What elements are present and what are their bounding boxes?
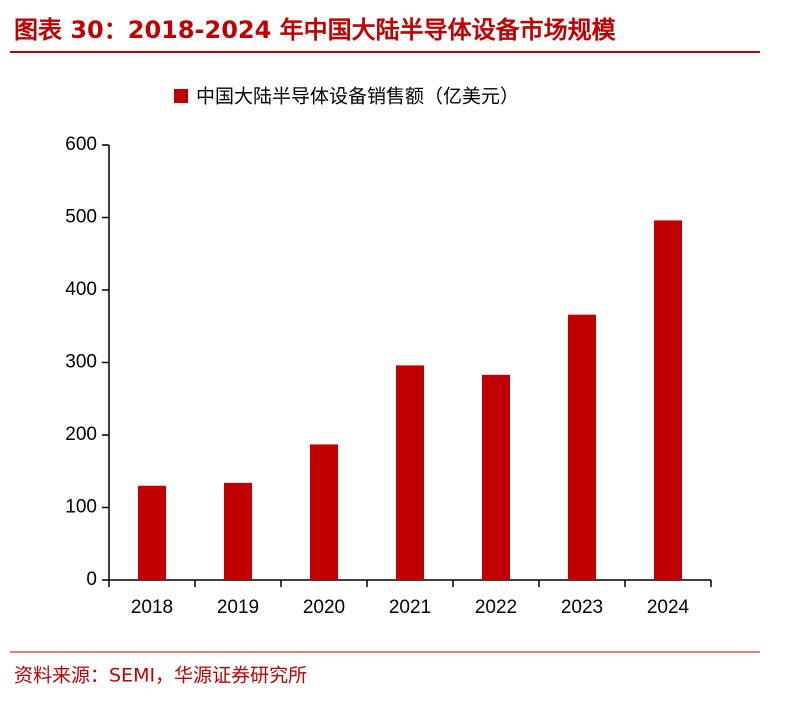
y-tick-label: 600	[65, 134, 97, 155]
bar	[568, 314, 596, 580]
y-tick-label: 100	[65, 497, 97, 518]
y-tick-label: 400	[65, 279, 97, 300]
x-tick-label: 2018	[131, 597, 173, 618]
bar	[396, 365, 424, 580]
bar	[138, 485, 166, 580]
bar	[224, 482, 252, 580]
y-tick-label: 500	[65, 207, 97, 228]
y-tick-label: 200	[65, 424, 97, 445]
x-tick-label: 2023	[561, 597, 603, 618]
page-title: 图表 30：2018-2024 年中国大陆半导体设备市场规模	[14, 16, 617, 44]
y-tick-label: 0	[86, 569, 97, 590]
x-tick-label: 2022	[475, 597, 517, 618]
x-tick-label: 2021	[389, 597, 431, 618]
bar	[482, 374, 510, 580]
y-tick-label: 300	[65, 352, 97, 373]
x-tick-label: 2024	[647, 597, 690, 618]
x-tick-label: 2020	[303, 597, 345, 618]
legend-swatch	[174, 89, 188, 103]
x-tick-label: 2019	[217, 597, 259, 618]
chart: 中国大陆半导体设备销售额（亿美元） 0 100 200 300 400 500 600 2018…	[65, 86, 712, 618]
legend-label: 中国大陆半导体设备销售额（亿美元）	[196, 86, 519, 108]
source-note: 资料来源：SEMI，华源证券研究所	[14, 665, 307, 687]
bar	[310, 444, 338, 580]
bar	[654, 220, 682, 580]
